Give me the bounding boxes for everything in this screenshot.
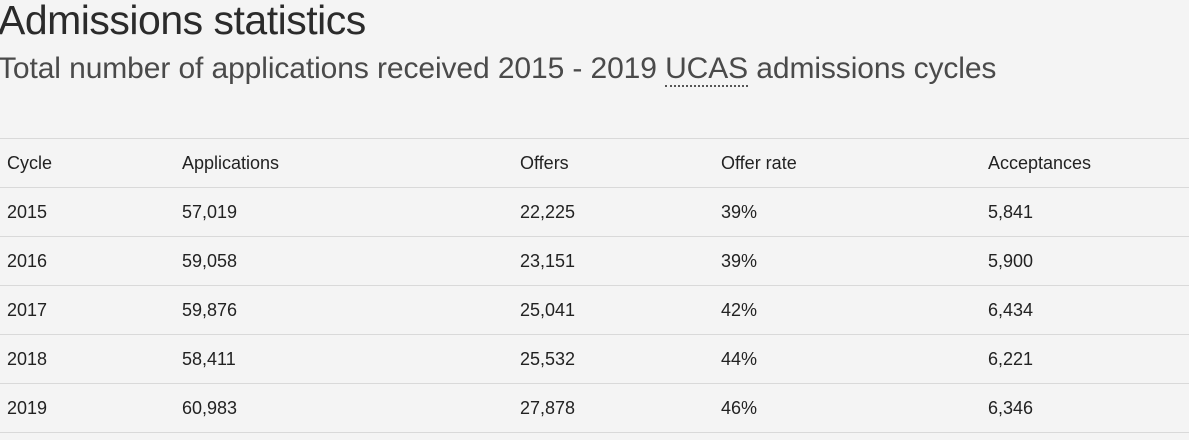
column-header-offer-rate: Offer rate xyxy=(714,138,981,188)
table-row: 2017 59,876 25,041 42% 6,434 xyxy=(0,285,1189,335)
cell-offers: 22,225 xyxy=(513,187,714,237)
cell-applications: 57,019 xyxy=(175,187,513,237)
table-header: Cycle Applications Offers Offer rate Acc… xyxy=(0,138,1189,188)
table-row: 2015 57,019 22,225 39% 5,841 xyxy=(0,187,1189,237)
column-header-applications: Applications xyxy=(175,138,513,188)
cell-offer-rate: 44% xyxy=(714,334,981,384)
cell-offer-rate: 39% xyxy=(714,236,981,286)
cell-acceptances: 5,841 xyxy=(981,187,1189,237)
table-body: 2015 57,019 22,225 39% 5,841 2016 59,058… xyxy=(0,187,1189,433)
table-row: 2016 59,058 23,151 39% 5,900 xyxy=(0,236,1189,286)
subtitle-prefix: Total number of applications received 20… xyxy=(0,52,666,85)
cell-offers: 23,151 xyxy=(513,236,714,286)
table-header-row: Cycle Applications Offers Offer rate Acc… xyxy=(0,138,1189,188)
cell-applications: 59,876 xyxy=(175,285,513,335)
admissions-table-wrapper: Cycle Applications Offers Offer rate Acc… xyxy=(0,138,1189,433)
subtitle-suffix: admissions cycles xyxy=(748,52,997,85)
cell-cycle: 2016 xyxy=(0,236,175,286)
cell-offer-rate: 42% xyxy=(714,285,981,335)
column-header-acceptances: Acceptances xyxy=(981,138,1189,188)
cell-cycle: 2019 xyxy=(0,383,175,433)
cell-acceptances: 6,221 xyxy=(981,334,1189,384)
cell-applications: 60,983 xyxy=(175,383,513,433)
cell-cycle: 2017 xyxy=(0,285,175,335)
cell-acceptances: 6,434 xyxy=(981,285,1189,335)
page-title: Admissions statistics xyxy=(0,0,366,43)
cell-cycle: 2018 xyxy=(0,334,175,384)
column-header-cycle: Cycle xyxy=(0,138,175,188)
cell-offers: 25,532 xyxy=(513,334,714,384)
cell-applications: 59,058 xyxy=(175,236,513,286)
cell-offers: 27,878 xyxy=(513,383,714,433)
cell-offer-rate: 46% xyxy=(714,383,981,433)
table-row: 2019 60,983 27,878 46% 6,346 xyxy=(0,383,1189,433)
table-row: 2018 58,411 25,532 44% 6,221 xyxy=(0,334,1189,384)
admissions-table: Cycle Applications Offers Offer rate Acc… xyxy=(0,138,1189,433)
cell-acceptances: 5,900 xyxy=(981,236,1189,286)
cell-offer-rate: 39% xyxy=(714,187,981,237)
cell-offers: 25,041 xyxy=(513,285,714,335)
column-header-offers: Offers xyxy=(513,138,714,188)
ucas-abbreviation[interactable]: UCAS xyxy=(665,52,749,87)
page-subtitle: Total number of applications received 20… xyxy=(0,49,996,89)
cell-applications: 58,411 xyxy=(175,334,513,384)
cell-acceptances: 6,346 xyxy=(981,383,1189,433)
cell-cycle: 2015 xyxy=(0,187,175,237)
